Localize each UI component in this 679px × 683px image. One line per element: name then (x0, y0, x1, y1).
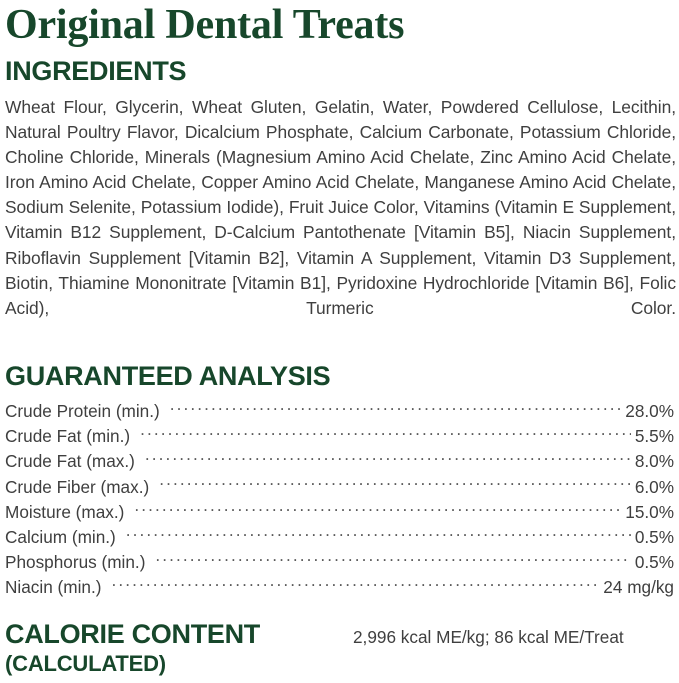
analysis-label: Crude Fat (min.) (5, 426, 131, 447)
analysis-value: 6.0% (634, 476, 674, 497)
dot-leader (134, 501, 621, 518)
table-row: Crude Fat (min.) 5.5% (5, 424, 674, 449)
product-label-page: Original Dental Treats INGREDIENTS Wheat… (0, 0, 679, 646)
table-row: Crude Fat (max.) 8.0% (5, 449, 674, 474)
table-row: Niacin (min.) 24 mg/kg (5, 575, 674, 600)
ingredients-heading: INGREDIENTS (5, 56, 187, 86)
analysis-label: Niacin (min.) (5, 577, 102, 598)
dot-leader (111, 576, 599, 593)
analysis-value: 0.5% (634, 552, 674, 573)
analysis-value: 8.0% (634, 451, 674, 472)
table-row: Phosphorus (min.) 0.5% (5, 550, 674, 575)
table-row: Crude Fiber (max.) 6.0% (5, 475, 674, 500)
guaranteed-analysis-table: Crude Protein (min.) 28.0% Crude Fat (mi… (0, 399, 679, 601)
ingredients-text: Wheat Flour, Glycerin, Wheat Gluten, Gel… (5, 97, 676, 318)
table-row: Calcium (min.) 0.5% (5, 525, 674, 550)
calorie-content-block: CALORIE CONTENT (CALCULATED) 2,996 kcal … (0, 619, 679, 683)
table-row: Crude Protein (min.) 28.0% (5, 399, 674, 424)
analysis-label: Phosphorus (min.) (5, 552, 146, 573)
analysis-value: 28.0% (625, 400, 674, 421)
analysis-label: Crude Protein (min.) (5, 400, 160, 421)
table-row: Moisture (max.) 15.0% (5, 500, 674, 525)
dot-leader (159, 475, 631, 492)
calorie-content-subheading: (CALCULATED) (5, 650, 166, 676)
analysis-label: Calcium (min.) (5, 526, 116, 547)
analysis-label: Crude Fat (max.) (5, 451, 135, 472)
dot-leader (140, 425, 631, 442)
analysis-value: 15.0% (625, 501, 674, 522)
analysis-value: 5.5% (634, 426, 674, 447)
analysis-value: 24 mg/kg (603, 577, 674, 598)
dot-leader (155, 551, 630, 568)
analysis-label: Crude Fiber (max.) (5, 476, 150, 497)
guaranteed-analysis-heading: GUARANTEED ANALYSIS (5, 360, 331, 391)
calorie-content-heading: CALORIE CONTENT (5, 618, 260, 649)
analysis-value: 0.5% (634, 526, 674, 547)
page-title: Original Dental Treats (5, 2, 405, 48)
dot-leader (126, 526, 631, 543)
dot-leader (145, 450, 631, 467)
calorie-content-value: 2,996 kcal ME/kg; 86 kcal ME/Treat (353, 626, 624, 647)
analysis-label: Moisture (max.) (5, 501, 125, 522)
dot-leader (170, 400, 622, 417)
